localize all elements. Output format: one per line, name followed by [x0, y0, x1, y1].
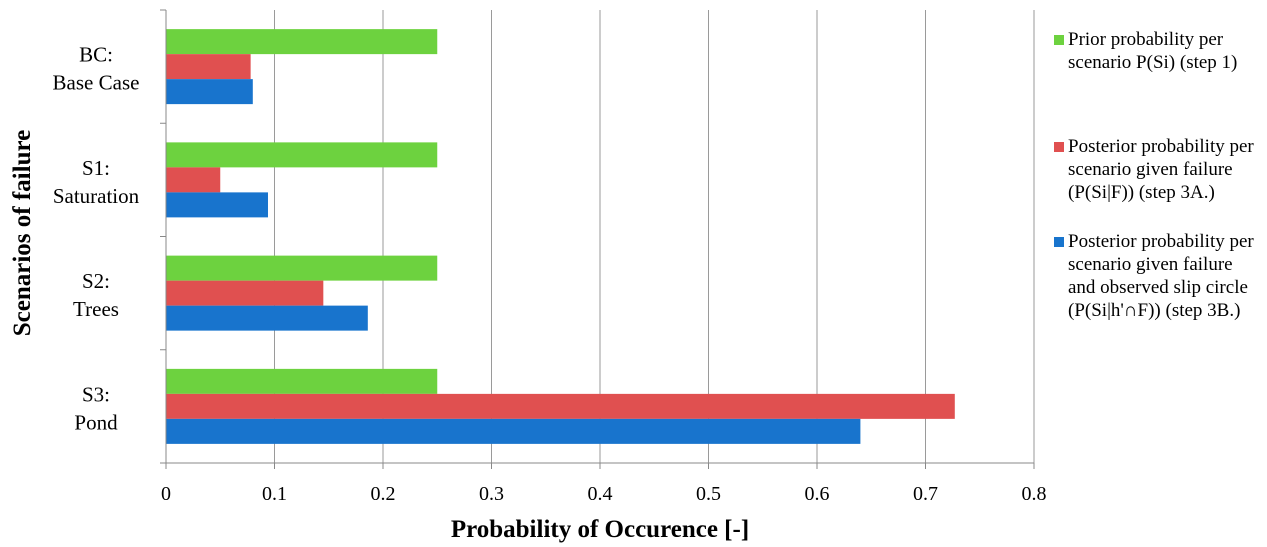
legend-label-posterior-failure: Posterior probability per scenario given…: [1068, 136, 1254, 203]
y-category-labels: BC: Base Case S1: Saturation S2: Trees S3: Pond: [53, 43, 140, 435]
x-tick-label-0-7: 0.7: [913, 483, 938, 505]
y-axis-title: Scenarios of failure: [9, 130, 36, 336]
x-tick-label-0-6: 0.6: [805, 483, 830, 505]
bar-2-1: [166, 280, 324, 306]
bar-1-1: [166, 167, 221, 193]
axes: [160, 9, 1035, 469]
x-tick-label-0-2: 0.2: [371, 483, 396, 505]
legend-swatch-posterior-slip-circle: [1054, 237, 1064, 247]
y-category-label-1: S1: Saturation: [53, 156, 140, 208]
bar-3-0: [166, 368, 438, 394]
legend: Prior probability per scenario P(Si) (st…: [1054, 28, 1260, 322]
x-tick-label-0-1: 0.1: [262, 483, 287, 505]
bar-1-0: [166, 142, 438, 168]
x-tick-label-0-3: 0.3: [479, 483, 504, 505]
y-category-label-3: S3: Pond: [74, 382, 118, 434]
bar-2-2: [166, 305, 368, 331]
x-tick-label-0-4: 0.4: [588, 483, 613, 505]
y-category-label-2: S2: Trees: [73, 269, 119, 321]
legend-swatch-posterior-failure: [1054, 142, 1064, 152]
bar-0-2: [166, 79, 253, 105]
x-tick-label-0-5: 0.5: [696, 483, 721, 505]
gridlines: [274, 10, 1035, 463]
y-category-label-0: BC: Base Case: [53, 43, 140, 95]
x-tick-labels: 0 0.1 0.2 0.3 0.4 0.5 0.6 0.7 0.8: [161, 483, 1047, 505]
bar-3-2: [166, 418, 861, 444]
bar-2-0: [166, 255, 438, 281]
bar-0-0: [166, 29, 438, 55]
x-axis-title: Probability of Occurence [-]: [451, 516, 749, 543]
legend-item-posterior-slip-circle: Posterior probability per scenario given…: [1054, 230, 1260, 322]
bar-3-1: [166, 393, 955, 419]
bar-1-2: [166, 192, 268, 218]
legend-swatch-prior: [1054, 35, 1064, 45]
legend-label-prior: Prior probability per scenario P(Si) (st…: [1068, 29, 1238, 73]
legend-item-prior: Prior probability per scenario P(Si) (st…: [1054, 28, 1260, 74]
bars: [166, 29, 955, 444]
x-tick-label-0-8: 0.8: [1022, 483, 1047, 505]
bar-0-1: [166, 54, 251, 80]
x-tick-label-0: 0: [161, 483, 171, 505]
legend-label-posterior-slip-circle: Posterior probability per scenario given…: [1068, 231, 1254, 321]
legend-item-posterior-failure: Posterior probability per scenario given…: [1054, 135, 1260, 204]
